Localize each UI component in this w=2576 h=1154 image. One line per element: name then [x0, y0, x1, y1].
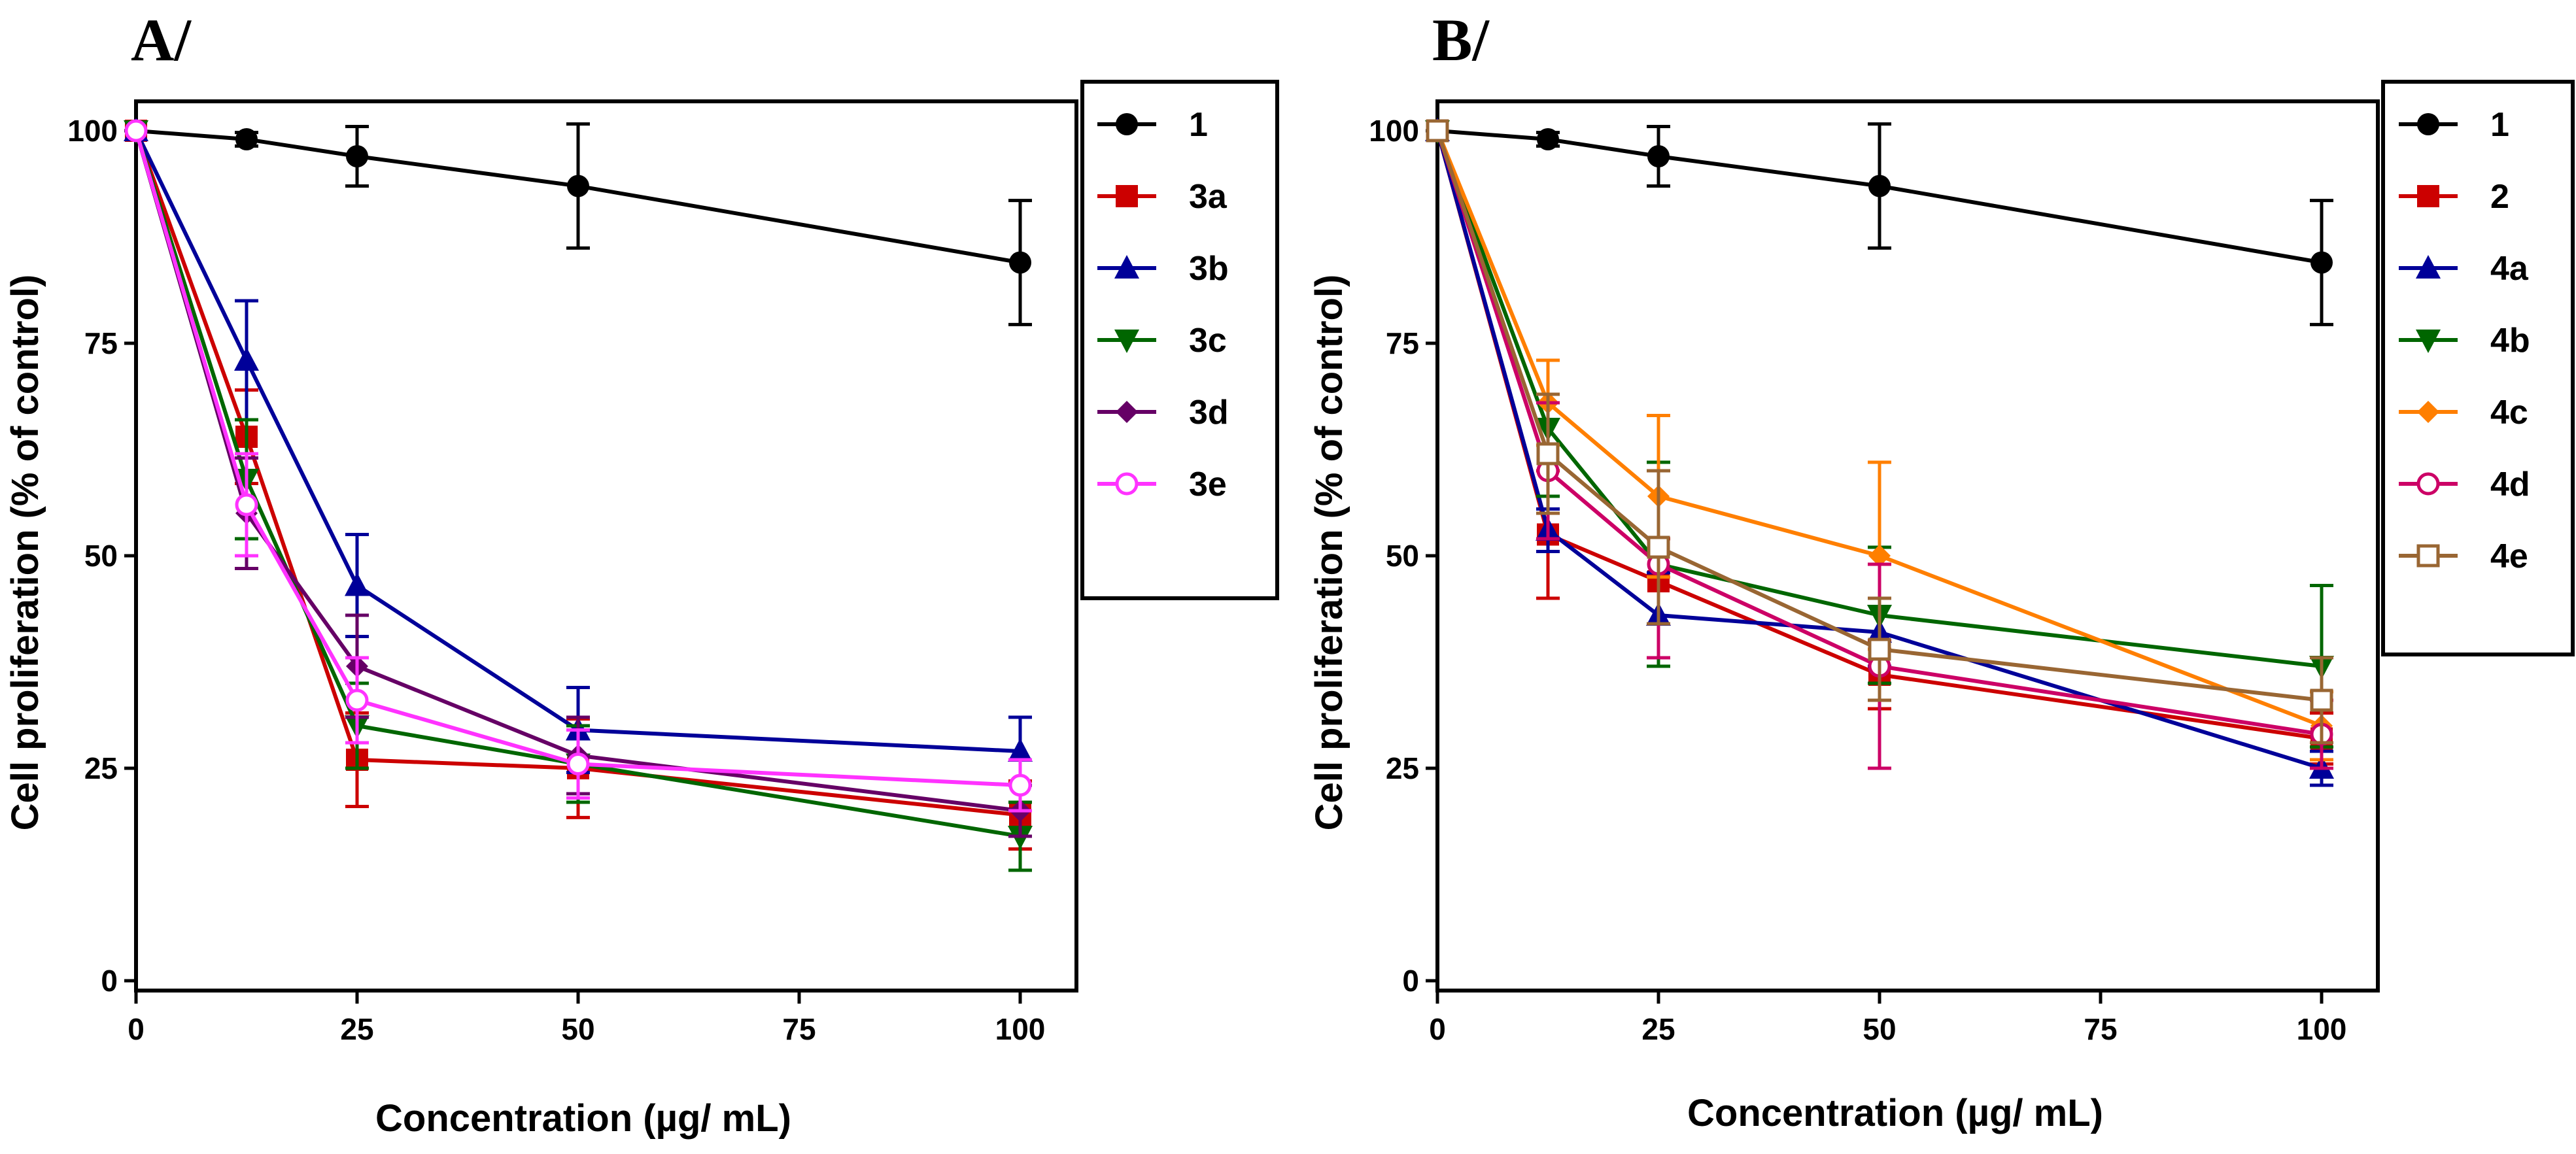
panel-b-legend-label: 4e	[2490, 537, 2528, 575]
panel-b-legend-marker	[2416, 544, 2440, 568]
panel-a-legend-item-3b: 3b	[1097, 250, 1229, 288]
panel-b-series-1-point	[1647, 145, 1670, 167]
panel-a-legend-item-1: 1	[1097, 106, 1208, 144]
panel-b-series-1-point	[2310, 251, 2333, 274]
panel-a-series-1-point	[567, 175, 589, 197]
panel-a-series-3e-point	[235, 493, 258, 517]
panel-b-legend-box	[2381, 80, 2575, 656]
panel-b-series-4e-point	[1426, 119, 1449, 143]
panel-b-x-axis-title: Concentration (µg/ mL)	[1687, 1092, 2103, 1134]
panel-b-legend-item-4a: 4a	[2399, 250, 2529, 288]
panel-b-legend-label: 4a	[2490, 250, 2529, 288]
panel-a-legend-marker	[1116, 401, 1138, 423]
panel-a-legend-marker	[1114, 255, 1139, 279]
panel-a-x-tick-label: 100	[995, 1012, 1046, 1046]
panel-a-legend-label: 3e	[1189, 466, 1227, 503]
panel-a-x-tick-label: 0	[128, 1012, 145, 1046]
panel-b-x-tick-label: 75	[2084, 1012, 2117, 1046]
panel-b-x-tick-label: 25	[1641, 1012, 1675, 1046]
panel-b-y-tick-label: 100	[1369, 114, 1419, 148]
panel-b-legend-marker	[2417, 401, 2439, 423]
panel-a-legend-marker	[1115, 472, 1139, 496]
panel-b-legend-marker	[2417, 113, 2439, 135]
panel-b-series-4e-point	[2310, 688, 2333, 712]
panel-b-plot-frame	[1435, 99, 2380, 993]
panel-b-legend-item-1: 1	[2399, 106, 2509, 144]
panel-a: A/ Cell proliferation (% of control) Con…	[4, 7, 1279, 1140]
panel-b-legend-item-4c: 4c	[2399, 394, 2528, 432]
panel-b-legend-marker	[2416, 330, 2441, 353]
panel-a-plot-frame	[134, 99, 1078, 993]
panel-b-series-4e	[1426, 119, 2333, 745]
panel-a-legend-marker	[1116, 185, 1138, 207]
panel-a-series-1-point	[1009, 251, 1031, 274]
panel-a-series-3e	[124, 119, 1032, 813]
panel-a-legend-label: 3d	[1189, 394, 1229, 432]
panel-a-y-tick-label: 0	[101, 964, 118, 998]
panel-a-series-3e-point	[345, 688, 369, 712]
panel-b-legend-label: 4b	[2490, 322, 2530, 360]
panel-a-series-3e-point	[1008, 773, 1032, 797]
panel-b-label: B/	[1432, 7, 1490, 73]
panel-b-x-tick-label: 100	[2297, 1012, 2347, 1046]
panel-b-series-1-point	[1537, 128, 1559, 150]
panel-a-legend-label: 3a	[1189, 178, 1228, 216]
panel-a-y-tick-label: 50	[84, 539, 118, 573]
panel-b-x-tick-label: 50	[1863, 1012, 1896, 1046]
panel-b-legend-item-4b: 4b	[2399, 322, 2530, 360]
panel-b-series-4c-point	[1868, 545, 1891, 567]
panel-a-legend-label: 3b	[1189, 250, 1229, 288]
panel-b-y-tick-label: 75	[1386, 326, 1419, 360]
panel-a-series-1-point	[235, 128, 258, 150]
panel-a-series-1-point	[346, 145, 368, 167]
panel-a-x-tick-label: 75	[782, 1012, 816, 1046]
panel-a-legend-item-3a: 3a	[1097, 178, 1228, 216]
panel-b-legend-marker	[2416, 472, 2440, 496]
panel-b-legend-label: 2	[2490, 178, 2509, 216]
panel-a-series-1	[125, 120, 1032, 326]
panel-b-series-1	[1426, 120, 2333, 326]
panel-a-x-tick-label: 25	[340, 1012, 373, 1046]
panel-a-legend-label: 1	[1189, 106, 1208, 144]
panel-b-legend-item-4e: 4e	[2399, 537, 2528, 575]
panel-a-y-tick-label: 75	[84, 326, 118, 360]
panel-b-legend-label: 4d	[2490, 466, 2530, 503]
panel-a-y-axis-title: Cell proliferation (% of control)	[4, 275, 46, 831]
panel-b-legend-item-2: 2	[2399, 178, 2509, 216]
panel-b-y-tick-label: 0	[1402, 964, 1419, 998]
panel-a-series-3b-point	[1008, 738, 1033, 762]
panel-a-series-3b-point	[234, 347, 259, 371]
panel-a-legend-item-3c: 3c	[1097, 322, 1227, 360]
panel-a-legend-label: 3c	[1189, 322, 1227, 360]
panel-a-legend-item-3e: 3e	[1097, 466, 1227, 503]
panel-a-legend-marker	[1116, 113, 1138, 135]
panel-b-legend-label: 4c	[2490, 394, 2528, 432]
panel-a-x-axis-title: Concentration (µg/ mL)	[375, 1097, 791, 1140]
panel-a-series-3e-point	[124, 119, 148, 143]
panel-a-label: A/	[131, 7, 192, 73]
panel-b-legend-item-4d: 4d	[2399, 466, 2530, 503]
panel-a-series-3e-point	[566, 753, 590, 775]
panel-a-series-3b-point	[345, 572, 369, 596]
panel-a-x-tick-label: 50	[561, 1012, 594, 1046]
panel-b-x-tick-label: 0	[1429, 1012, 1446, 1046]
panel-a-legend-marker	[1114, 330, 1139, 353]
panel-a-y-tick-label: 100	[67, 114, 118, 148]
panel-b-series-4e-point	[1647, 535, 1670, 559]
panel-b-legend-label: 1	[2490, 106, 2509, 144]
panel-b-series-4e-point	[1868, 637, 1891, 661]
panel-b-y-tick-label: 25	[1386, 751, 1419, 785]
panel-b: B/ Cell proliferation (% of control) Con…	[1308, 7, 2575, 1134]
panel-b-legend-marker	[2417, 185, 2439, 207]
panel-b-series-4e-point	[1536, 442, 1560, 466]
panel-b-y-tick-label: 50	[1386, 539, 1419, 573]
panel-b-legend-marker	[2416, 255, 2441, 279]
panel-a-y-tick-label: 25	[84, 751, 118, 785]
panel-b-series-1-point	[1868, 175, 1891, 197]
panel-b-y-axis-title: Cell proliferation (% of control)	[1308, 275, 1350, 831]
panel-a-legend-item-3d: 3d	[1097, 394, 1229, 432]
